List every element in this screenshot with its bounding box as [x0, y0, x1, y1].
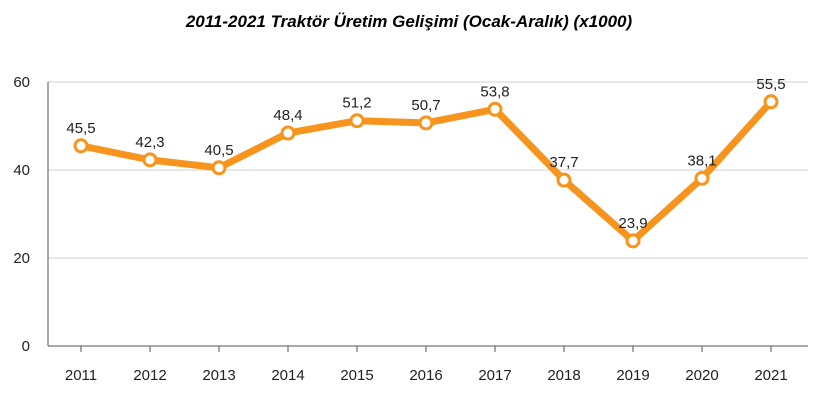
x-tick-label-2018: 2018	[547, 367, 580, 384]
data-point-2021	[763, 94, 779, 110]
chart-title: 2011-2021 Traktör Üretim Gelişimi (Ocak-…	[185, 12, 633, 31]
y-tick-label-40: 40	[13, 162, 30, 179]
data-label-2018: 37,7	[549, 154, 578, 171]
data-label-2011: 45,5	[66, 120, 95, 137]
data-point-2013	[211, 160, 227, 176]
data-point-2014	[280, 125, 296, 141]
x-tick-label-2013: 2013	[202, 367, 235, 384]
x-tick-label-2021: 2021	[754, 367, 787, 384]
data-point-2016	[418, 115, 434, 131]
data-point-2019	[625, 233, 641, 249]
data-point-2011	[73, 138, 89, 154]
x-tick-label-2012: 2012	[133, 367, 166, 384]
data-point-2015	[349, 113, 365, 129]
data-label-2019: 23,9	[618, 215, 647, 232]
data-label-2012: 42,3	[135, 134, 164, 151]
y-tick-label-20: 20	[13, 250, 30, 267]
x-tick-label-2016: 2016	[409, 367, 442, 384]
data-label-2014: 48,4	[273, 107, 302, 124]
data-label-2016: 50,7	[411, 97, 440, 114]
x-tick-label-2014: 2014	[271, 367, 304, 384]
x-tick-label-2015: 2015	[340, 367, 373, 384]
data-point-2018	[556, 172, 572, 188]
data-point-2012	[142, 152, 158, 168]
x-tick-label-2019: 2019	[616, 367, 649, 384]
data-label-2020: 38,1	[687, 152, 716, 169]
data-point-2020	[694, 170, 710, 186]
data-label-2015: 51,2	[342, 95, 371, 112]
x-tick-label-2020: 2020	[685, 367, 718, 384]
x-tick-label-2011: 2011	[65, 367, 97, 384]
data-label-2013: 40,5	[204, 142, 233, 159]
x-tick-label-2017: 2017	[478, 367, 511, 384]
data-label-2017: 53,8	[480, 83, 509, 100]
data-label-2021: 55,5	[756, 76, 785, 93]
y-tick-label-60: 60	[13, 74, 30, 91]
y-tick-label-0: 0	[22, 338, 30, 355]
data-point-2017	[487, 101, 503, 117]
